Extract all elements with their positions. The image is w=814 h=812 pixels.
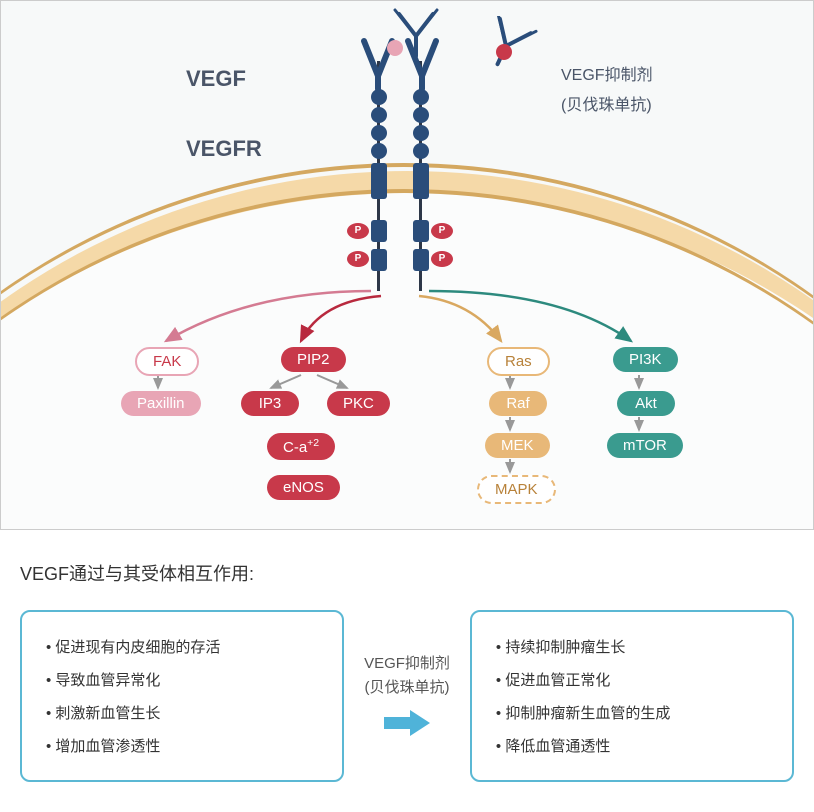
middle-column: VEGF抑制剂 (贝伐珠单抗) <box>364 649 450 743</box>
node-pkc: PKC <box>327 391 390 416</box>
right-list: 持续抑制肿瘤生长 促进血管正常化 抑制肿瘤新生血管的生成 降低血管通透性 <box>496 630 768 762</box>
bottom-section: VEGF通过与其受体相互作用: 促进现有内皮细胞的存活 导致血管异常化 刺激新血… <box>0 530 814 812</box>
node-ras: Ras <box>487 347 550 376</box>
node-ca: C-a+2 <box>267 433 335 460</box>
middle-text: VEGF抑制剂 <box>364 652 450 673</box>
node-pip2: PIP2 <box>281 347 346 372</box>
node-mapk: MAPK <box>477 475 556 504</box>
list-item: 促进血管正常化 <box>496 663 768 696</box>
bottom-title: VEGF通过与其受体相互作用: <box>20 560 794 586</box>
node-fak: FAK <box>135 347 199 376</box>
node-pi3k: PI3K <box>613 347 678 372</box>
big-arrow-icon <box>382 708 432 738</box>
list-item: 抑制肿瘤新生血管的生成 <box>496 696 768 729</box>
signaling-diagram: VEGF VEGFR VEGF抑制剂 (贝伐珠单抗) P P P P <box>0 0 814 530</box>
left-list: 促进现有内皮细胞的存活 导致血管异常化 刺激新血管生长 增加血管渗透性 <box>46 630 318 762</box>
left-box: 促进现有内皮细胞的存活 导致血管异常化 刺激新血管生长 增加血管渗透性 <box>20 610 344 782</box>
node-mtor: mTOR <box>607 433 683 458</box>
node-enos: eNOS <box>267 475 340 500</box>
list-item: 降低血管通透性 <box>496 729 768 762</box>
list-item: 促进现有内皮细胞的存活 <box>46 630 318 663</box>
node-ip3: IP3 <box>241 391 299 416</box>
node-raf: Raf <box>489 391 547 416</box>
middle-text: (贝伐珠单抗) <box>364 676 450 697</box>
node-paxillin: Paxillin <box>121 391 201 416</box>
pathway-arrows <box>1 1 814 530</box>
list-item: 导致血管异常化 <box>46 663 318 696</box>
list-item: 持续抑制肿瘤生长 <box>496 630 768 663</box>
node-akt: Akt <box>617 391 675 416</box>
list-item: 刺激新血管生长 <box>46 696 318 729</box>
node-mek: MEK <box>485 433 550 458</box>
list-item: 增加血管渗透性 <box>46 729 318 762</box>
right-box: 持续抑制肿瘤生长 促进血管正常化 抑制肿瘤新生血管的生成 降低血管通透性 <box>470 610 794 782</box>
